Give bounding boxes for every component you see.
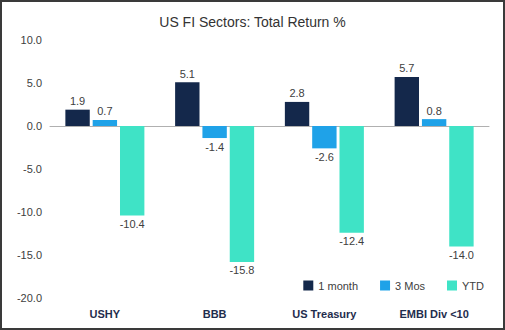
svg-text:US FI Sectors: Total Return %: US FI Sectors: Total Return % bbox=[159, 14, 345, 30]
svg-text:EMBI Div <10: EMBI Div <10 bbox=[399, 308, 468, 320]
svg-text:-20.0: -20.0 bbox=[17, 292, 42, 304]
svg-text:2.8: 2.8 bbox=[289, 87, 304, 99]
svg-text:-5.0: -5.0 bbox=[23, 163, 42, 175]
svg-text:10.0: 10.0 bbox=[21, 34, 42, 46]
svg-text:BBB: BBB bbox=[203, 308, 227, 320]
svg-text:USHY: USHY bbox=[90, 308, 121, 320]
svg-text:-2.6: -2.6 bbox=[315, 151, 334, 163]
svg-text:3 Mos: 3 Mos bbox=[395, 280, 425, 292]
svg-text:-10.4: -10.4 bbox=[120, 218, 145, 230]
svg-text:5.0: 5.0 bbox=[27, 77, 42, 89]
svg-text:US Treasury: US Treasury bbox=[292, 308, 357, 320]
svg-text:0.8: 0.8 bbox=[426, 105, 441, 117]
svg-text:1.9: 1.9 bbox=[70, 95, 85, 107]
svg-text:-15.8: -15.8 bbox=[229, 264, 254, 276]
svg-text:0.0: 0.0 bbox=[27, 120, 42, 132]
svg-text:-12.4: -12.4 bbox=[339, 235, 364, 247]
svg-text:5.1: 5.1 bbox=[180, 68, 195, 80]
svg-text:-15.0: -15.0 bbox=[17, 249, 42, 261]
svg-text:1 month: 1 month bbox=[318, 280, 358, 292]
svg-text:-14.0: -14.0 bbox=[449, 249, 474, 261]
svg-text:-10.0: -10.0 bbox=[17, 206, 42, 218]
svg-text:-1.4: -1.4 bbox=[205, 141, 224, 153]
svg-text:5.7: 5.7 bbox=[399, 62, 414, 74]
svg-text:0.7: 0.7 bbox=[97, 105, 112, 117]
svg-text:YTD: YTD bbox=[462, 280, 484, 292]
